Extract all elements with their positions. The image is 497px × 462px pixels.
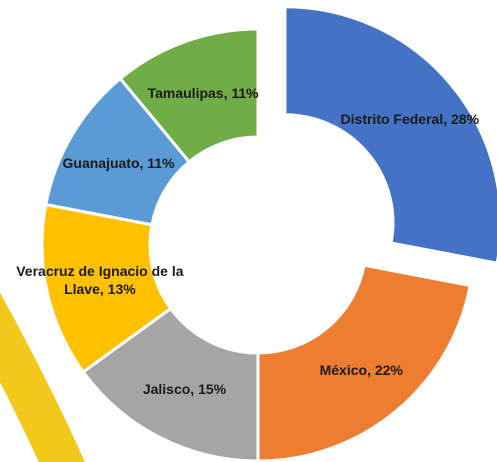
decoration [0, 292, 85, 462]
donut-slice [256, 263, 472, 462]
donut-slice [283, 5, 497, 265]
data-label: Distrito Federal, 28% [340, 111, 480, 128]
donut-slice [118, 27, 260, 164]
data-label: Jalisco, 15% [142, 381, 227, 398]
data-label: Guanajuato, 11% [62, 154, 175, 171]
donut-slice [81, 306, 260, 462]
data-label: Tamaulipas, 11% [147, 84, 259, 101]
data-label: Veracruz de Ignacio de la Llave, 13% [16, 263, 184, 298]
data-label: México, 22% [319, 361, 403, 378]
